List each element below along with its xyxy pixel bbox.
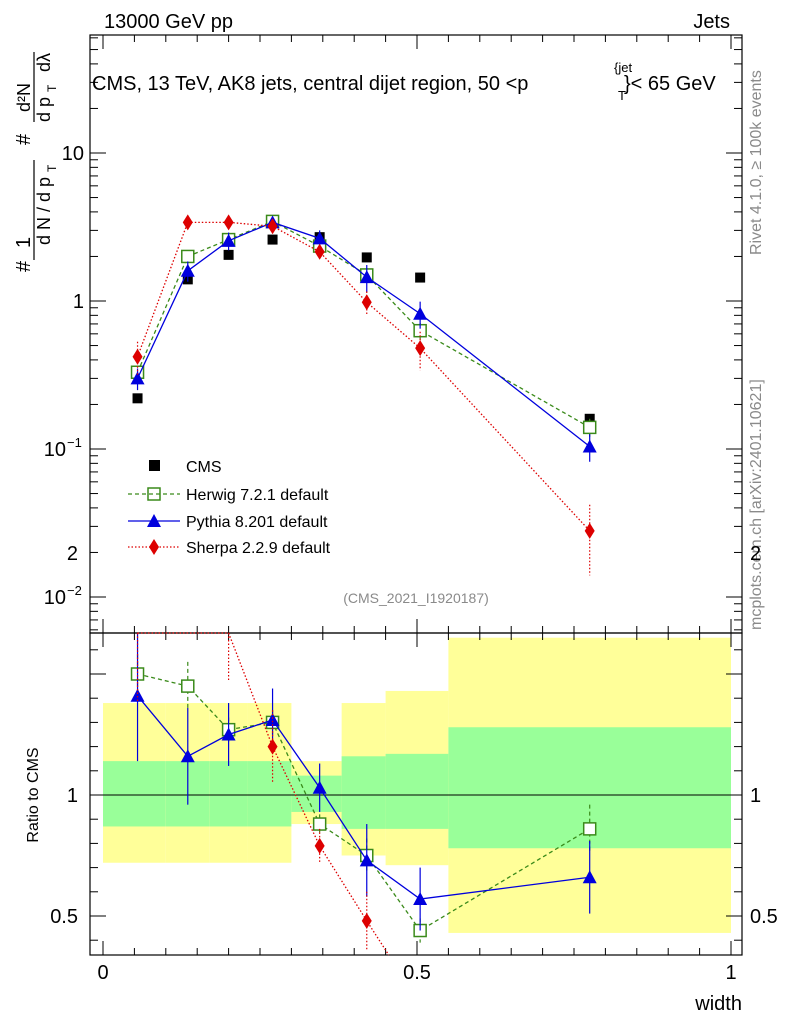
herwig-point-ratio [312,817,327,831]
cms-point [415,272,426,283]
title-sup: {jet [614,60,632,75]
sherpa-point-top [267,218,278,235]
title-end: }< 65 GeV [624,73,716,95]
legend-marker-pythia [147,514,161,527]
sherpa-point-ratio [267,738,278,755]
legend-marker-sherpa [149,539,159,555]
cms-point [223,249,234,260]
pythia-point-ratio [312,780,327,794]
y-tick-label-ratio-left: 0.5 [50,906,78,928]
pythia-point-ratio [130,688,145,702]
legend-label-sherpa: Sherpa 2.2.9 default [186,540,331,557]
series-layer [130,214,597,956]
svg-text:d²N: d²N [14,83,34,112]
sherpa-point-top [584,522,595,539]
legend-marker-herwig [147,487,161,501]
herwig-point-ratio [181,679,195,693]
pythia-line-top [136,221,591,447]
sherpa-point-top [182,214,193,231]
pythia-point-ratio [180,749,195,763]
analysis-watermark: (CMS_2021_I1920187) [343,590,489,606]
plot-title: CMS, 13 TeV, AK8 jets, central dijet reg… [92,73,528,95]
sherpa-point-ratio [314,837,325,854]
herwig-point-ratio [582,822,597,836]
legend: CMS Herwig 7.2.1 default Pythia 8.201 de… [128,459,331,557]
band-inner-5 [341,756,386,829]
y-tick-label-ratio-right: 2 [750,543,761,565]
svg-text:T: T [45,84,59,92]
y-tick-label-ratio-right: 1 [750,785,761,807]
title-main: CMS, 13 TeV, AK8 jets, central dijet reg… [92,73,528,95]
svg-text:T: T [45,164,59,172]
y-tick-exp-top: −1 [67,435,82,450]
svg-text:1: 1 [13,237,35,248]
sherpa-point-top [361,294,372,311]
sherpa-point-top [415,340,426,357]
pythia-line-ratio [137,695,590,900]
band-inner-0 [103,761,166,827]
cms-point [361,252,372,263]
herwig-line-top [136,220,591,428]
pythia-point-ratio [359,853,374,867]
y-tick-label-top: 10 [44,587,66,609]
pythia-point-top [359,270,374,284]
y-tick-label-top: 10 [44,439,66,461]
cms-point [267,234,278,245]
pythia-point-top [582,439,597,453]
band-inner-4 [291,775,342,812]
pythia-point-top [130,371,145,385]
y-tick-exp-top: −2 [67,583,82,598]
band-inner-2 [209,761,248,827]
ratio-frame [89,632,743,956]
sherpa-point-top [314,243,325,260]
svg-text:#: # [13,133,35,145]
pythia-point-top [221,233,236,247]
x-tick-label: 0 [97,962,108,984]
svg-text:d N / d p: d N / d p [34,177,54,245]
y-axis-label-top: # 1 d N / d p T # d²N d p T dλ [13,52,59,272]
side-label-top: Rivet 4.1.0, ≥ 100k events [748,70,765,255]
pythia-point-ratio [413,892,428,906]
legend-label-pythia: Pythia 8.201 default [186,514,328,531]
band-inner-6 [385,753,449,829]
sherpa-line-top [136,221,591,532]
y-tick-label-ratio-right: 0.5 [750,906,778,928]
x-axis-label: width [694,993,742,1015]
legend-marker-cms [149,460,160,471]
x-tick-label: 1 [725,962,736,984]
sherpa-point-ratio [361,912,372,929]
header-right: Jets [693,11,730,33]
svg-text:dλ: dλ [34,53,54,72]
header-left: 13000 GeV pp [104,11,233,33]
legend-label-herwig: Herwig 7.2.1 default [186,487,329,504]
herwig-point-top [582,420,597,435]
pythia-point-top [180,263,195,277]
pythia-point-ratio [265,712,280,726]
svg-text:d p: d p [34,97,54,122]
sherpa-point-top [132,348,143,365]
legend-label-cms: CMS [186,459,222,476]
pythia-point-top [413,306,428,320]
x-tick-label: 0.5 [403,962,431,984]
side-label-bottom: mcplots.cern.ch [arXiv:2401.10621] [748,379,765,630]
herwig-point-top [181,249,195,264]
sherpa-line-ratio [137,632,390,956]
pythia-point-ratio [221,727,236,741]
y-tick-label-ratio-left: 2 [67,543,78,565]
title-sub: T [618,88,626,103]
pythia-point-top [312,231,327,245]
svg-text:#: # [13,260,35,272]
herwig-line-ratio [137,673,591,932]
y-axis-label-ratio: Ratio to CMS [25,747,42,842]
pythia-point-ratio [582,870,597,884]
y-tick-label-ratio-left: 1 [67,785,78,807]
cms-point [132,393,143,404]
y-tick-label-top: 1 [73,291,84,313]
y-tick-label-top: 10 [62,143,84,165]
sherpa-point-top [223,214,234,231]
band-inner-3 [247,761,292,827]
